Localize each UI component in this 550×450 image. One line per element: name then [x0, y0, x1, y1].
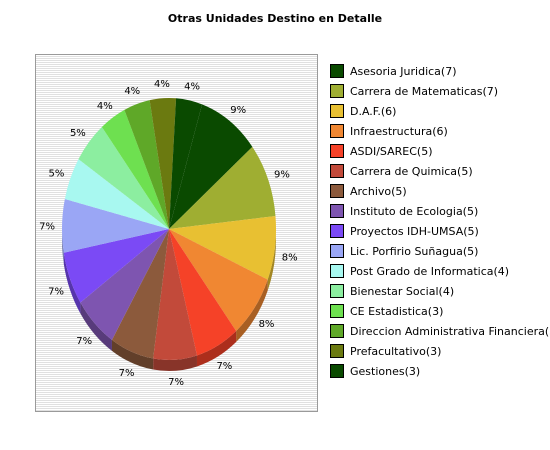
legend-swatch: [330, 64, 344, 78]
pie-slice-side-8: [63, 252, 81, 314]
legend-label: Prefacultativo(3): [350, 344, 442, 358]
legend-label: Carrera de Quimica(5): [350, 164, 473, 178]
pie-slice-side-6: [111, 339, 154, 370]
pie-label-15: 4%: [184, 82, 200, 93]
pie-label-11: 5%: [70, 128, 86, 139]
legend-swatch: [330, 244, 344, 258]
legend-item: Direccion Administrativa Financiera(3): [330, 321, 550, 341]
legend-item: Archivo(5): [330, 181, 550, 201]
pie-slice-10: [64, 159, 169, 229]
legend-item: Carrera de Matematicas(7): [330, 81, 550, 101]
pie-slice-side-5: [153, 355, 197, 371]
pie-slice-4: [169, 229, 237, 356]
pie-label-9: 7%: [39, 221, 55, 232]
legend-swatch: [330, 324, 344, 338]
pie-slice-12: [101, 109, 169, 229]
legend-swatch: [330, 144, 344, 158]
legend-item: Post Grado de Informatica(4): [330, 261, 550, 281]
pie-label-3: 8%: [259, 319, 275, 330]
pie-slice-9: [62, 198, 170, 253]
legend-item: Carrera de Quimica(5): [330, 161, 550, 181]
legend-item: Prefacultativo(3): [330, 341, 550, 361]
pie-label-4: 7%: [216, 361, 232, 372]
legend-label: D.A.F.(6): [350, 104, 397, 118]
pie-slice-3: [169, 229, 268, 332]
legend-item: Instituto de Ecologia(5): [330, 201, 550, 221]
pie-slice-15: [169, 98, 203, 230]
legend: Asesoria Juridica(7) Carrera de Matematic…: [330, 61, 550, 381]
legend-item: Infraestructura(6): [330, 121, 550, 141]
pie-slice-13: [124, 100, 169, 230]
pie-label-14: 4%: [154, 79, 170, 90]
legend-item: Lic. Porfirio Suñagua(5): [330, 241, 550, 261]
pie-label-10: 5%: [49, 169, 65, 180]
pie-slice-side-9: [62, 229, 64, 264]
chart-title: Otras Unidades Destino en Detalle: [167, 12, 383, 25]
legend-swatch: [330, 104, 344, 118]
legend-label: Post Grado de Informatica(4): [350, 264, 510, 278]
pie-slice-14: [149, 97, 177, 229]
pie-slice-6: [111, 229, 169, 359]
legend-item: Proyectos IDH-UMSA(5): [330, 221, 550, 241]
pie-label-7: 7%: [76, 336, 92, 347]
legend-swatch: [330, 124, 344, 138]
pie-label-8: 7%: [48, 286, 64, 297]
pie-label-12: 4%: [97, 101, 113, 112]
legend-item: Gestiones(3): [330, 361, 550, 381]
pie-label-0: 9%: [230, 105, 246, 116]
legend-item: ASDI/SAREC(5): [330, 141, 550, 161]
pie-slice-1: [169, 146, 276, 229]
legend-label: Direccion Administrativa Financiera(3): [350, 324, 550, 338]
legend-item: Asesoria Juridica(7): [330, 61, 550, 81]
legend-swatch: [330, 84, 344, 98]
legend-label: Lic. Porfirio Suñagua(5): [350, 244, 479, 258]
legend-item: CE Estadistica(3): [330, 301, 550, 321]
pie-slice-2: [169, 216, 276, 280]
legend-swatch: [330, 284, 344, 298]
legend-label: Bienestar Social(4): [350, 284, 455, 298]
legend-swatch: [330, 364, 344, 378]
legend-label: Instituto de Ecologia(5): [350, 204, 479, 218]
legend-swatch: [330, 264, 344, 278]
pie-label-6: 7%: [119, 368, 135, 379]
pie-slice-side-2: [267, 229, 276, 291]
pie-slice-side-7: [80, 302, 112, 351]
legend-swatch: [330, 204, 344, 218]
legend-label: Infraestructura(6): [350, 124, 448, 138]
legend-swatch: [330, 304, 344, 318]
legend-swatch: [330, 184, 344, 198]
pie-label-5: 7%: [168, 377, 184, 388]
legend-label: Archivo(5): [350, 184, 407, 198]
pie-slice-5: [153, 229, 197, 361]
pie-label-2: 8%: [282, 253, 298, 264]
legend-label: Asesoria Juridica(7): [350, 64, 457, 78]
pie-slice-8: [63, 229, 170, 303]
pie-slice-11: [78, 126, 169, 229]
pie-label-1: 9%: [274, 170, 290, 181]
legend-item: D.A.F.(6): [330, 101, 550, 121]
legend-swatch: [330, 164, 344, 178]
pie-slice-7: [80, 229, 169, 340]
legend-swatch: [330, 224, 344, 238]
pie-slice-side-4: [196, 331, 237, 367]
legend-label: Carrera de Matematicas(7): [350, 84, 499, 98]
pie-label-13: 4%: [124, 86, 140, 97]
pie-slice-0: [169, 104, 253, 229]
legend-swatch: [330, 344, 344, 358]
legend-item: Bienestar Social(4): [330, 281, 550, 301]
legend-label: ASDI/SAREC(5): [350, 144, 433, 158]
legend-label: Proyectos IDH-UMSA(5): [350, 224, 479, 238]
legend-label: Gestiones(3): [350, 364, 421, 378]
legend-label: CE Estadistica(3): [350, 304, 444, 318]
pie-slice-side-3: [236, 279, 268, 343]
